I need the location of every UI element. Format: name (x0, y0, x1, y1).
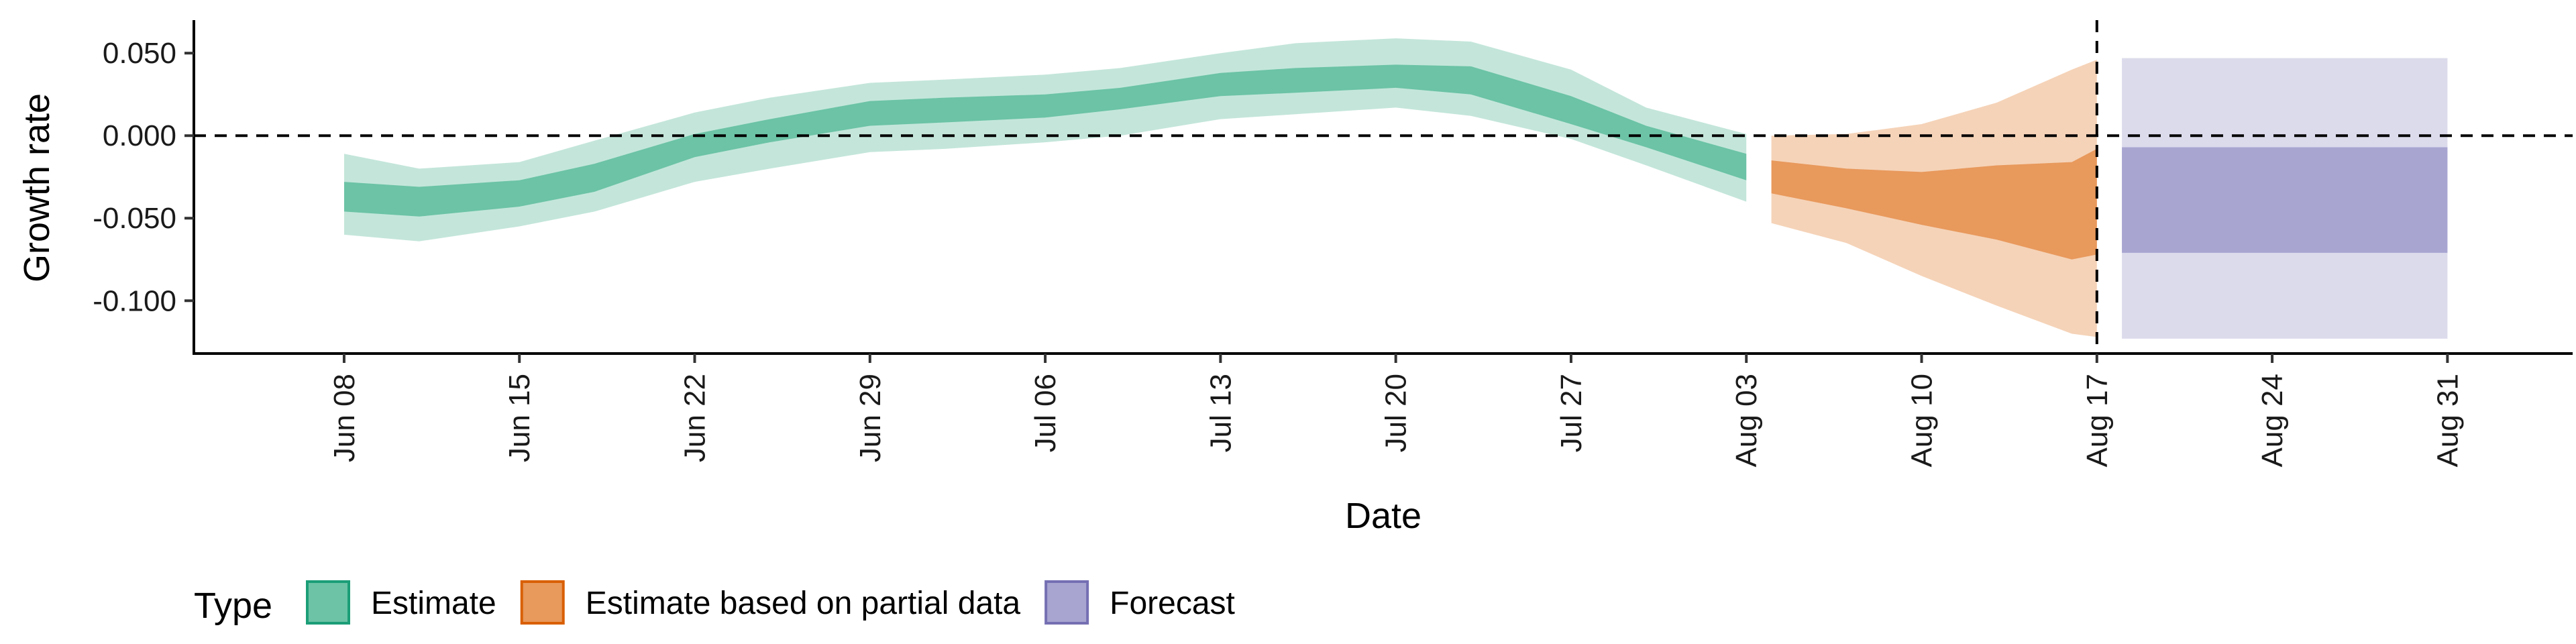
x-tick-label: Aug 17 (2081, 374, 2114, 467)
legend-label-1: Estimate based on partial data (586, 586, 1021, 621)
legend-title: Type (194, 586, 272, 626)
x-tick-label: Aug 24 (2256, 374, 2289, 467)
legend-label-0: Estimate (371, 586, 496, 621)
legend-swatch-1 (520, 580, 565, 625)
y-ticks: 0.050 0.000 -0.050 -0.100 (93, 37, 194, 317)
x-tick-label: Jul 13 (1204, 374, 1237, 452)
x-axis-title: Date (1345, 496, 1421, 536)
y-axis-title: Growth rate (17, 93, 57, 282)
x-tick-label: Jul 27 (1555, 374, 1588, 452)
x-ticks: Jun 08 Jun 15 Jun 22 Jun 29 Jul 06 Jul 13 Jul … (328, 354, 2464, 467)
y-tick-label: -0.100 (93, 284, 176, 317)
y-tick-label: 0.000 (103, 119, 176, 152)
legend-swatch-2 (1044, 580, 1089, 625)
band-50-series-1 (1771, 148, 2097, 260)
y-tick-label: -0.050 (93, 202, 176, 235)
interval-bands (344, 38, 2448, 339)
legend-swatch-0 (306, 580, 350, 625)
axes (193, 20, 2573, 355)
band-90-series-0 (344, 38, 1747, 241)
x-tick-label: Jun 08 (328, 374, 361, 462)
x-tick-label: Jun 22 (679, 374, 712, 462)
x-tick-label: Jul 06 (1029, 374, 1062, 452)
x-tick-label: Aug 31 (2431, 374, 2464, 467)
band-50-series-0 (344, 64, 1747, 217)
legend: Type Estimate Estimate based on partial d… (194, 580, 1235, 626)
band-50-series-2 (2122, 147, 2448, 253)
y-tick-label: 0.050 (103, 37, 176, 70)
x-tick-label: Jun 29 (854, 374, 887, 462)
x-tick-label: Jul 20 (1380, 374, 1413, 452)
legend-label-2: Forecast (1110, 586, 1235, 621)
x-tick-label: Jun 15 (503, 374, 536, 462)
x-tick-label: Aug 03 (1730, 374, 1763, 467)
x-tick-label: Aug 10 (1906, 374, 1939, 467)
reference-lines (194, 20, 2573, 354)
